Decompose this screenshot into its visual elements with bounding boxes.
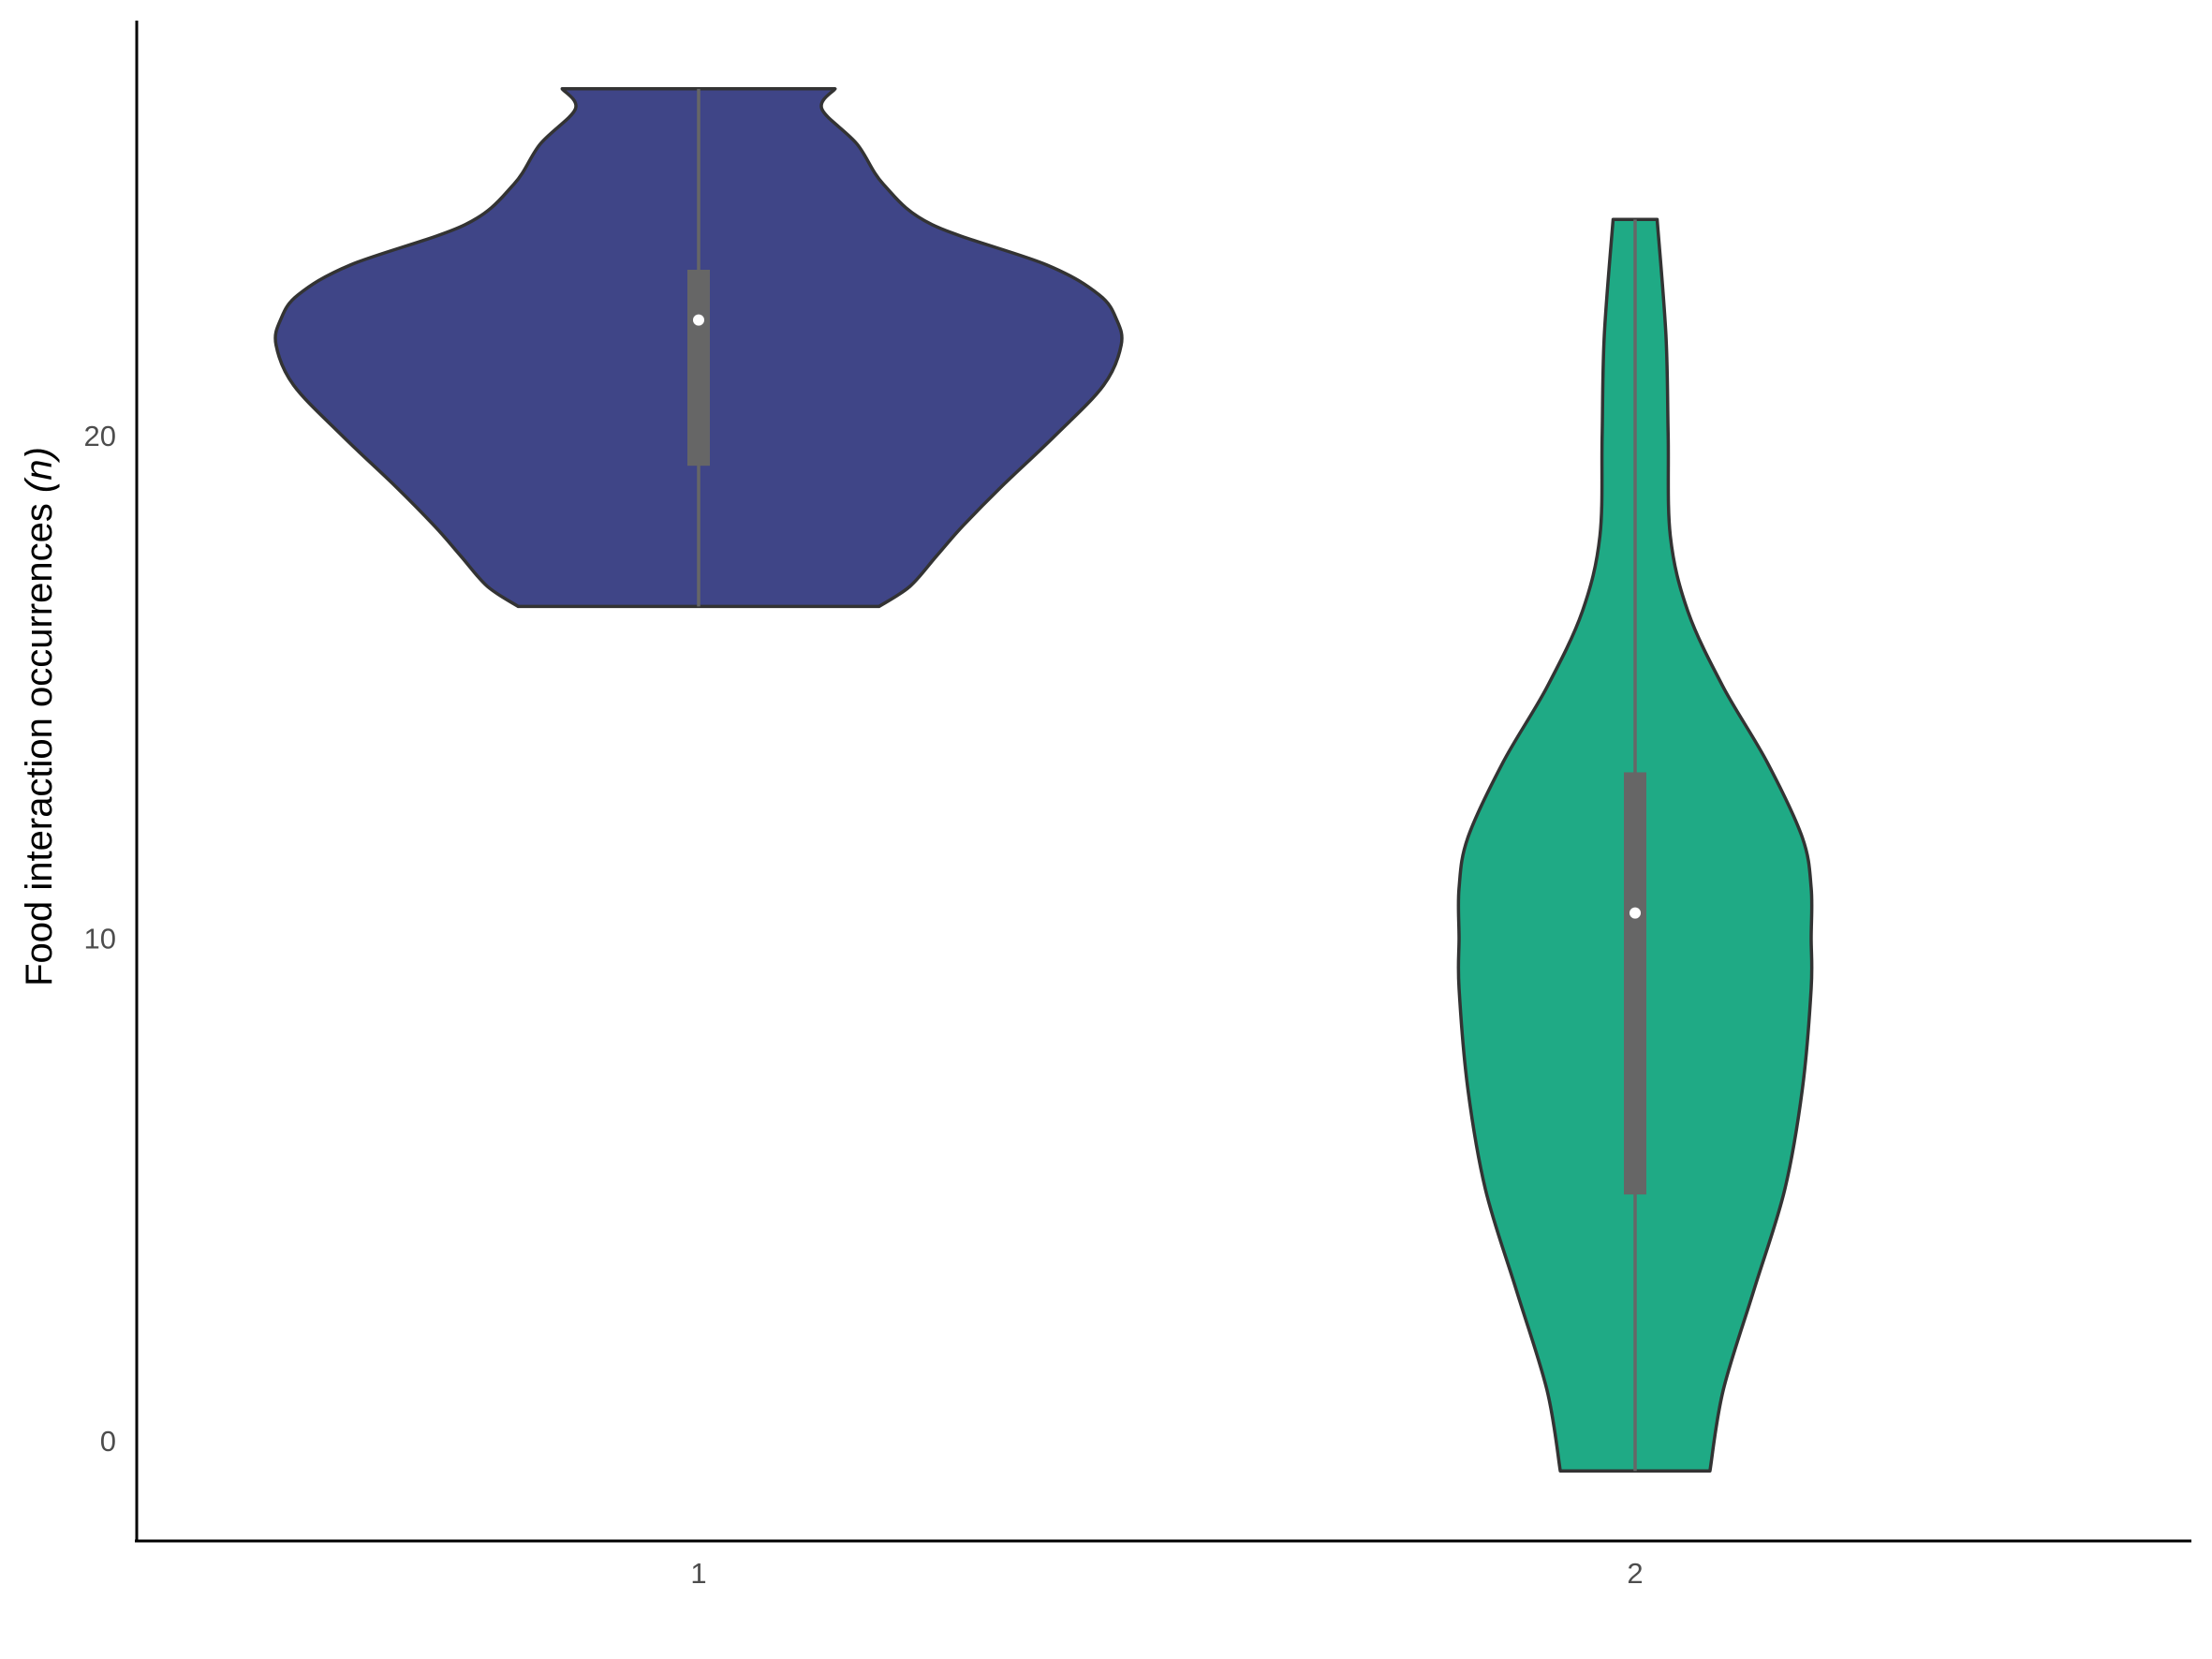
violins-layer — [273, 87, 1814, 1473]
y-axis-title-italic: (n) — [19, 447, 60, 493]
y-axis-title: Food interaction occurrences (n) — [19, 447, 60, 986]
median-dot-1 — [693, 314, 704, 326]
y-tick-label-10: 10 — [84, 923, 116, 955]
x-tick-label-1: 1 — [690, 1557, 706, 1590]
y-tick-label-20: 20 — [84, 420, 116, 452]
iqr-box-1 — [687, 269, 710, 467]
y-axis-title-main: Food interaction occurrences — [19, 493, 60, 986]
y-axis-ticks: 0 10 20 — [84, 420, 116, 1458]
y-tick-label-0: 0 — [100, 1425, 116, 1458]
iqr-box-2 — [1624, 772, 1646, 1195]
x-tick-label-2: 2 — [1627, 1557, 1643, 1590]
median-dot-2 — [1630, 907, 1641, 919]
